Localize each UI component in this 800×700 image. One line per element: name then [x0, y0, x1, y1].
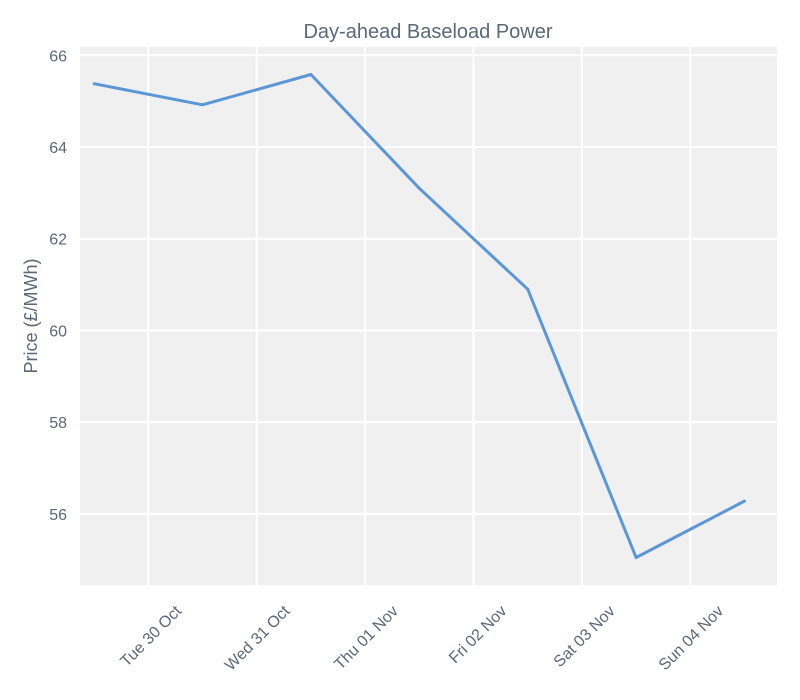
data-point	[526, 287, 530, 291]
y-tick-label: 66	[49, 48, 67, 65]
y-tick-label: 58	[49, 415, 67, 432]
x-tick-label: Wed 31 Oct	[222, 602, 294, 674]
x-tick-label: Tue 30 Oct	[118, 602, 186, 670]
series-group	[92, 73, 746, 559]
x-axis-ticks: Tue 30 Oct Wed 31 Oct Thu 01 Nov Fri 02 Nov…	[118, 602, 728, 674]
y-tick-label: 62	[49, 232, 67, 249]
grid-lines	[80, 47, 777, 585]
y-axis-ticks: 56 58 60 62 64 66	[49, 48, 67, 524]
data-point	[417, 186, 421, 190]
x-tick-label: Thu 01 Nov	[331, 603, 402, 674]
data-point	[634, 555, 638, 559]
data-point	[200, 103, 204, 107]
y-axis-label: Price (£/MWh)	[21, 258, 41, 373]
chart-title: Day-ahead Baseload Power	[303, 21, 552, 43]
y-tick-label: 60	[49, 323, 67, 340]
y-tick-label: 64	[49, 140, 67, 157]
x-tick-label: Sat 03 Nov	[551, 603, 619, 671]
plot-area	[80, 47, 777, 585]
x-tick-label: Sun 04 Nov	[656, 603, 727, 674]
data-point	[309, 73, 313, 77]
y-tick-label: 56	[49, 507, 67, 524]
x-tick-label: Fri 02 Nov	[446, 603, 510, 667]
data-point	[742, 499, 746, 503]
data-point	[92, 82, 96, 86]
